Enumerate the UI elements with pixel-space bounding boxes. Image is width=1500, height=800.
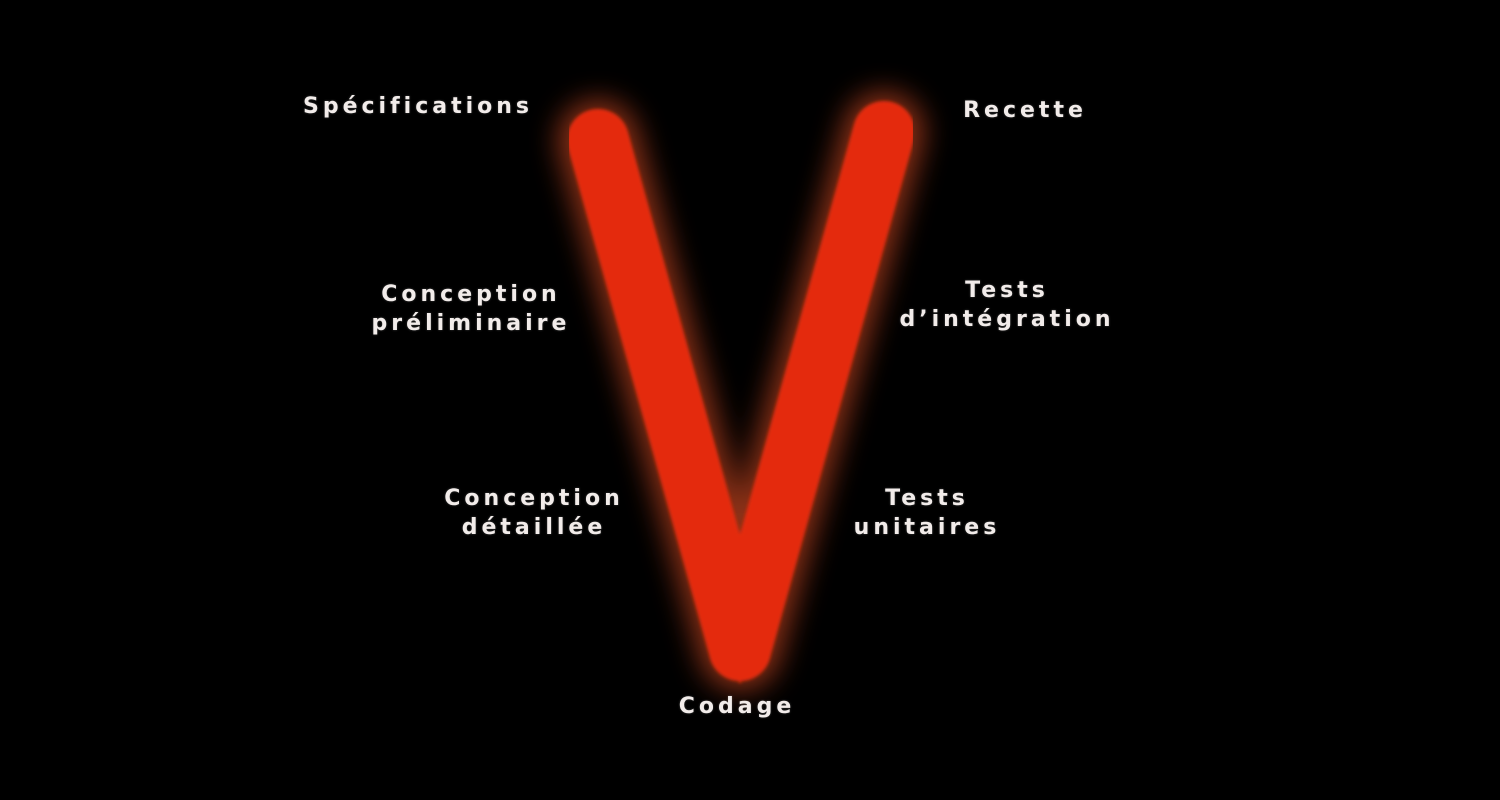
label-conception-detaillee: Conception détaillée <box>444 486 624 540</box>
label-tests-integration: Tests d’intégration <box>899 278 1115 332</box>
v-left-stroke <box>567 109 771 681</box>
label-specifications: Spécifications <box>302 94 534 119</box>
label-tests-unitaires: Tests unitaires <box>853 486 1001 540</box>
label-conception-preliminaire: Conception préliminaire <box>371 282 571 336</box>
label-recette: Recette <box>963 98 1087 123</box>
v-stroke <box>567 101 915 684</box>
label-codage: Codage <box>678 694 796 719</box>
v-right-stroke <box>709 101 915 681</box>
v-tip-drip <box>729 600 750 684</box>
